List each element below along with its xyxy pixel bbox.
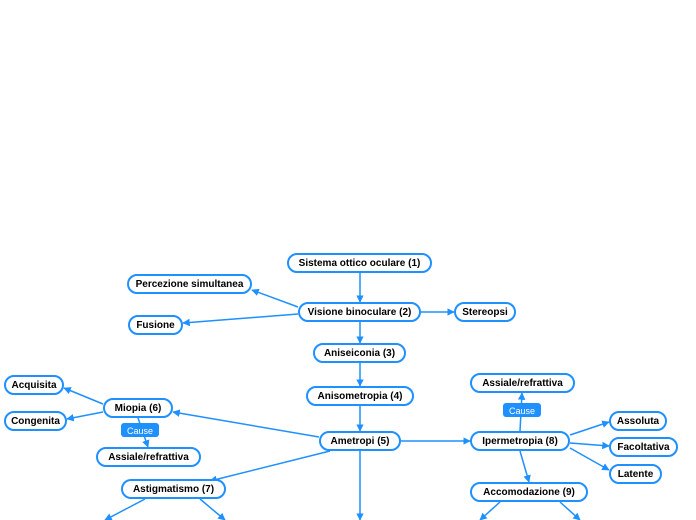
node-fus[interactable]: Fusione bbox=[128, 315, 183, 335]
node-ster[interactable]: Stereopsi bbox=[454, 302, 516, 322]
edge bbox=[480, 502, 500, 520]
edge bbox=[210, 451, 330, 481]
edge bbox=[252, 290, 298, 307]
edge bbox=[570, 448, 609, 470]
node-ar1[interactable]: Assiale/refrattiva bbox=[96, 447, 201, 467]
edge bbox=[520, 451, 529, 482]
node-n2[interactable]: Visione binoculare (2) bbox=[298, 302, 421, 322]
node-n7[interactable]: Astigmatismo (7) bbox=[121, 479, 226, 499]
node-acq[interactable]: Acquisita bbox=[4, 375, 64, 395]
node-lat[interactable]: Latente bbox=[609, 464, 662, 484]
node-n6[interactable]: Miopia (6) bbox=[103, 398, 173, 418]
node-n3[interactable]: Aniseiconia (3) bbox=[313, 343, 406, 363]
node-n9[interactable]: Accomodazione (9) bbox=[470, 482, 588, 502]
badge-b2: Cause bbox=[503, 403, 541, 417]
node-n4[interactable]: Anisometropia (4) bbox=[306, 386, 414, 406]
node-cong[interactable]: Congenita bbox=[4, 411, 67, 431]
edge bbox=[183, 314, 298, 323]
edge bbox=[570, 422, 609, 435]
node-n1[interactable]: Sistema ottico oculare (1) bbox=[287, 253, 432, 273]
edge bbox=[570, 443, 609, 446]
edge bbox=[105, 499, 145, 520]
edge bbox=[173, 412, 319, 437]
edge bbox=[200, 499, 225, 520]
badge-b1: Cause bbox=[121, 423, 159, 437]
node-n8[interactable]: Ipermetropia (8) bbox=[470, 431, 570, 451]
edge bbox=[560, 502, 580, 520]
node-perc[interactable]: Percezione simultanea bbox=[127, 274, 252, 294]
node-fac[interactable]: Facoltativa bbox=[609, 437, 678, 457]
node-n5[interactable]: Ametropi (5) bbox=[319, 431, 401, 451]
edge bbox=[64, 388, 103, 404]
edge bbox=[67, 412, 103, 419]
node-ass[interactable]: Assoluta bbox=[609, 411, 667, 431]
node-ar2[interactable]: Assiale/refrattiva bbox=[470, 373, 575, 393]
